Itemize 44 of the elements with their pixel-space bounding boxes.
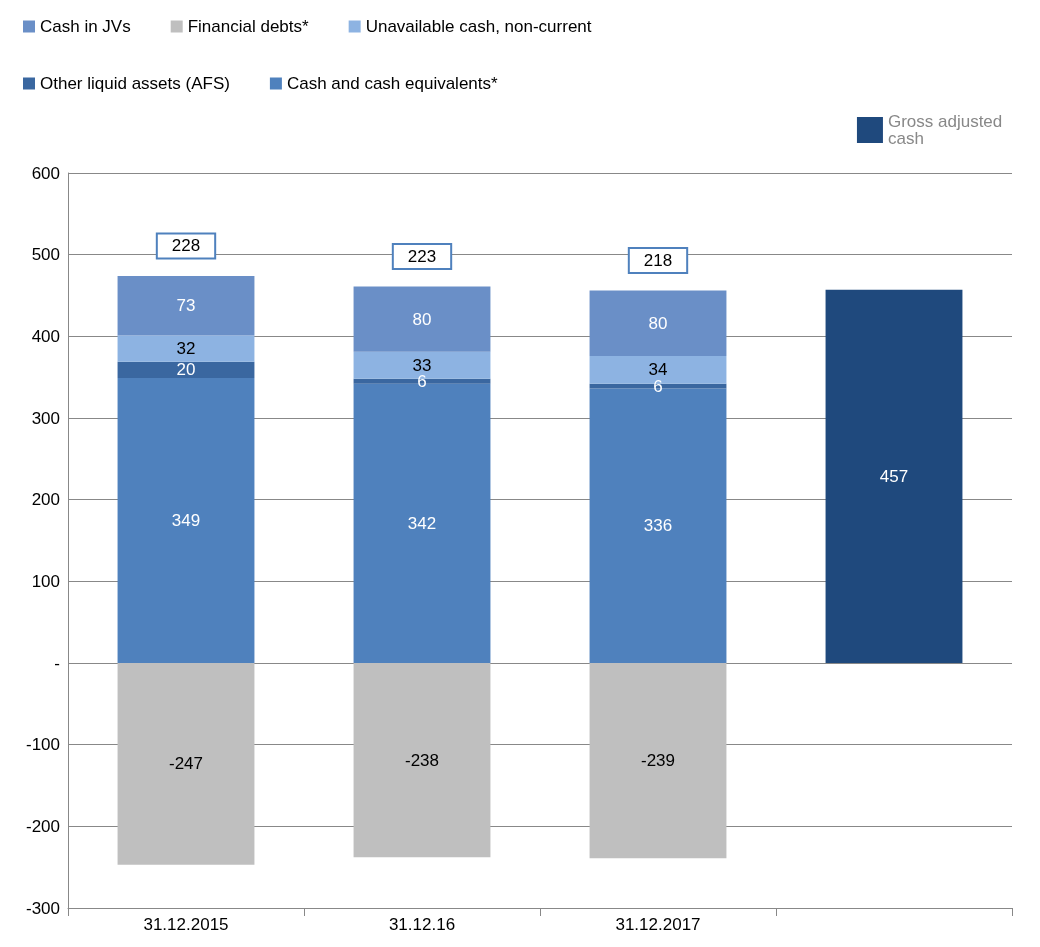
- bar: [353, 286, 491, 352]
- data-label: 20: [176, 360, 196, 380]
- data-label: 349: [171, 510, 201, 530]
- data-label: 457: [879, 466, 909, 486]
- bar: [117, 361, 255, 378]
- bar: [825, 289, 963, 663]
- y-tick-label: -300: [25, 898, 60, 918]
- bar: [117, 377, 255, 663]
- bar: [117, 275, 255, 336]
- data-label: 80: [648, 313, 668, 333]
- legend-label: Cash in JVs: [40, 17, 131, 36]
- bar: [117, 663, 255, 865]
- y-tick-label: 600: [31, 163, 60, 183]
- legend-label: Financial debts*: [187, 17, 310, 36]
- y-tick-label: -: [54, 653, 60, 673]
- data-label: 32: [176, 339, 196, 359]
- data-label: 80: [412, 309, 432, 329]
- annotation: 218: [643, 251, 673, 271]
- y-tick-label: 500: [31, 245, 60, 265]
- legend-label: Gross adjusted cash: [887, 112, 1007, 148]
- x-tick-label: 31.12.2015: [143, 915, 229, 934]
- legend-label: Unavailable cash, non-current: [365, 17, 592, 36]
- y-tick-label: 100: [31, 571, 60, 591]
- y-tick-label: 200: [31, 490, 60, 510]
- legend-label: Other liquid assets (AFS): [40, 74, 230, 93]
- data-label: -238: [404, 750, 440, 770]
- y-tick-label: -200: [25, 816, 60, 836]
- y-tick-label: 400: [31, 326, 60, 346]
- y-tick-label: -100: [25, 735, 60, 755]
- bar: [589, 663, 727, 859]
- data-label: 342: [407, 513, 437, 533]
- data-label: -247: [168, 754, 204, 774]
- x-tick-label: 31.12.2017: [615, 915, 701, 934]
- data-label: 336: [643, 516, 673, 536]
- bar: [353, 663, 491, 858]
- annotation: 228: [171, 236, 201, 256]
- data-label: 73: [176, 296, 196, 316]
- y-tick-label: 300: [31, 408, 60, 428]
- data-label: -239: [640, 751, 676, 771]
- annotation: 223: [407, 247, 437, 267]
- x-tick-label: 31.12.16: [388, 915, 456, 934]
- bar: [117, 335, 255, 362]
- legend-label: Cash and cash equivalents*: [286, 74, 499, 93]
- bar: [589, 290, 727, 356]
